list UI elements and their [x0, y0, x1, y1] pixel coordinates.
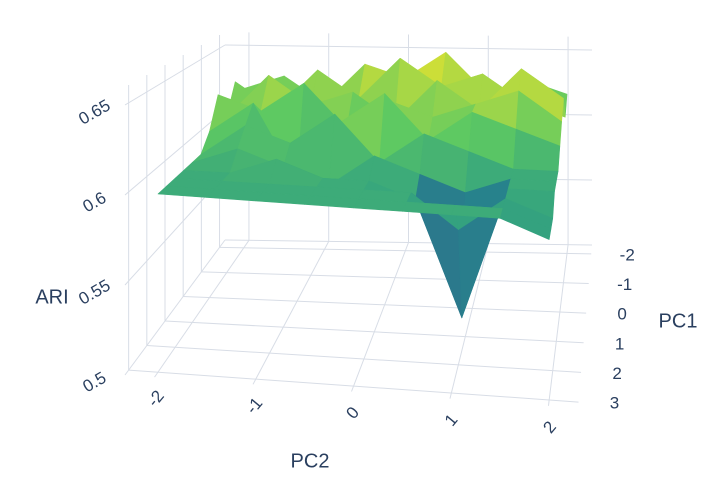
grid-line	[124, 239, 226, 376]
grid-line	[183, 295, 587, 314]
grid-line	[124, 44, 226, 106]
x-tick-label: 2	[539, 417, 560, 436]
x-tick-label: 0	[342, 403, 363, 422]
x-tick-label: -1	[242, 394, 266, 418]
grid-line	[128, 369, 579, 403]
z-tick-label: 0.6	[80, 188, 110, 216]
grid-line	[164, 320, 584, 344]
surface-patch	[499, 208, 552, 240]
x-axis-title: PC2	[291, 450, 330, 472]
grid-line	[201, 271, 589, 285]
y-tick-label: 3	[610, 394, 619, 413]
grid-line	[252, 241, 330, 385]
x-tick-label: 1	[441, 410, 462, 429]
y-tick-label: -1	[617, 275, 632, 294]
grid-line	[449, 243, 489, 399]
grid-line	[154, 240, 250, 378]
y-axis-title: PC1	[659, 310, 698, 332]
z-tick-label: 0.55	[75, 276, 113, 309]
grid-line	[146, 345, 582, 373]
grid-line	[224, 239, 593, 246]
z-tick-label: 0.65	[75, 96, 113, 129]
y-tick-label: 0	[617, 305, 626, 324]
grid-line	[351, 242, 409, 392]
grid-line	[219, 246, 592, 255]
z-axis-title: ARI	[35, 286, 68, 308]
x-tick-label: -2	[144, 387, 168, 411]
y-tick-label: -2	[620, 245, 635, 264]
y-tick-label: 2	[612, 364, 621, 383]
grid-line	[124, 109, 226, 196]
grid-line	[547, 244, 569, 406]
y-tick-label: 1	[615, 334, 624, 353]
z-tick-label: 0.5	[80, 368, 110, 396]
grid-line	[224, 44, 593, 51]
